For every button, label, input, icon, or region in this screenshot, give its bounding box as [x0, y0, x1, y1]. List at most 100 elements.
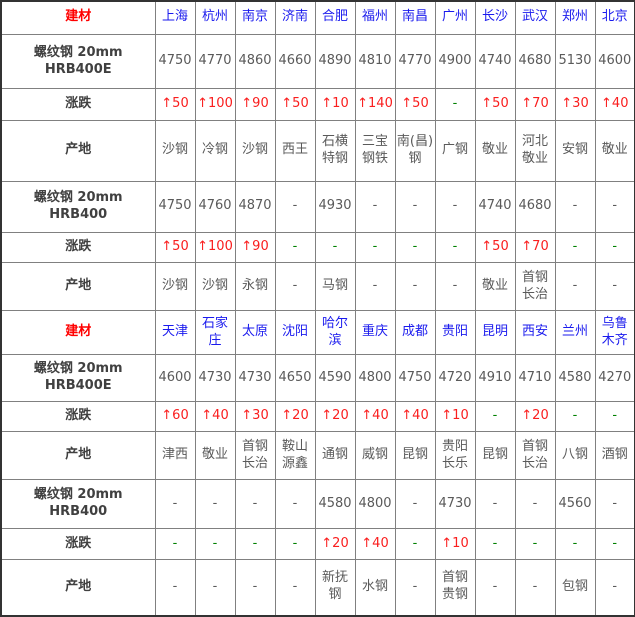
price-value: 4710: [514, 354, 556, 402]
change-value: -: [274, 528, 316, 560]
price-value: 4910: [474, 354, 516, 402]
price-value: 4750: [154, 33, 196, 90]
change-value: ↑50: [394, 88, 436, 121]
origin-value: 敬业: [594, 119, 635, 182]
city-header: 武汉: [514, 0, 556, 35]
change-value: ↑20: [314, 528, 356, 560]
price-value: 5130: [554, 33, 596, 90]
origin-value: 酒钢: [594, 431, 635, 480]
city-header: 长沙: [474, 0, 516, 35]
price-value: 4580: [554, 354, 596, 402]
row-label: 螺纹钢 20mm HRB400E: [0, 354, 156, 402]
change-value: ↑30: [554, 88, 596, 121]
origin-value: -: [274, 558, 316, 617]
price-value: 4600: [594, 33, 635, 90]
price-row: 螺纹钢 20mm HRB400- - - -4580 4800-4730- -4560-: [0, 478, 635, 530]
price-value: -: [594, 478, 635, 530]
origin-value: 威钢: [354, 431, 396, 480]
change-value: ↑100: [194, 232, 236, 264]
city-header: 重庆: [354, 309, 396, 356]
change-value: ↑10: [314, 88, 356, 121]
price-value: 4660: [274, 33, 316, 90]
price-value: -: [354, 180, 396, 234]
origin-value: 首钢长治: [514, 431, 556, 480]
change-value: ↑70: [514, 88, 556, 121]
section-header-row: 建材 上海 杭州 南京 济南 合肥 福州 南昌 广州 长沙 武汉 郑州 北京: [0, 0, 635, 35]
origin-value: 首钢贵钢: [434, 558, 476, 617]
origin-value: 三宝钢铁: [354, 119, 396, 182]
price-row: 螺纹钢 20mm HRB400 4750 4760 4870-4930- - -4740 4…: [0, 180, 635, 234]
row-label: 产地: [0, 431, 156, 480]
origin-value: 沙钢: [194, 262, 236, 311]
price-value: 4870: [234, 180, 276, 234]
origin-value: -: [394, 262, 436, 311]
origin-row: 产地 - - - - 新抚钢 水钢 - 首钢贵钢 - - 包钢 -: [0, 558, 635, 617]
city-header: 杭州: [194, 0, 236, 35]
price-value: -: [594, 180, 635, 234]
price-value: -: [234, 478, 276, 530]
row-label: 产地: [0, 558, 156, 617]
origin-value: -: [394, 558, 436, 617]
origin-value: 马钢: [314, 262, 356, 311]
row-label: 涨跌: [0, 528, 156, 560]
city-header: 南京: [234, 0, 276, 35]
change-value: -: [474, 528, 516, 560]
row-label: 涨跌: [0, 232, 156, 264]
change-value: -: [474, 400, 516, 433]
origin-row: 产地 沙钢 冷钢 沙钢 西王 石横特钢 三宝钢铁 南(昌)钢 广钢 敬业 河北敬业 安钢 敬业: [0, 119, 635, 182]
city-header: 兰州: [554, 309, 596, 356]
price-value: -: [194, 478, 236, 530]
origin-value: -: [474, 558, 516, 617]
city-header: 贵阳: [434, 309, 476, 356]
price-value: 4800: [354, 354, 396, 402]
origin-value: 首钢长治: [514, 262, 556, 311]
city-header: 合肥: [314, 0, 356, 35]
change-value: -: [394, 232, 436, 264]
change-value: ↑50: [154, 88, 196, 121]
origin-value: 敬业: [474, 262, 516, 311]
origin-value: 新抚钢: [314, 558, 356, 617]
row-label: 涨跌: [0, 88, 156, 121]
price-value: 4650: [274, 354, 316, 402]
price-value: 4860: [234, 33, 276, 90]
city-header: 西安: [514, 309, 556, 356]
change-row: 涨跌 ↑50 ↑100 ↑90 ↑50 ↑10 ↑140 ↑50- ↑50 ↑70 ↑30 ↑40: [0, 88, 635, 121]
city-header: 太原: [234, 309, 276, 356]
price-value: -: [434, 180, 476, 234]
city-header: 沈阳: [274, 309, 316, 356]
origin-value: -: [154, 558, 196, 617]
change-row: 涨跌 ↑50 ↑100 ↑90- - - - - ↑50 ↑70- -: [0, 232, 635, 264]
change-value: ↑10: [434, 400, 476, 433]
city-header: 郑州: [554, 0, 596, 35]
change-value: ↑30: [234, 400, 276, 433]
price-value: 4890: [314, 33, 356, 90]
price-value: 4560: [554, 478, 596, 530]
change-value: ↑50: [474, 88, 516, 121]
row-label: 螺纹钢 20mm HRB400: [0, 180, 156, 234]
origin-value: 广钢: [434, 119, 476, 182]
price-value: 4800: [354, 478, 396, 530]
origin-value: 津西: [154, 431, 196, 480]
origin-value: 首钢长治: [234, 431, 276, 480]
origin-value: -: [234, 558, 276, 617]
price-value: 4680: [514, 180, 556, 234]
origin-value: 南(昌)钢: [394, 119, 436, 182]
price-value: -: [514, 478, 556, 530]
change-value: -: [594, 528, 635, 560]
origin-value: -: [594, 262, 635, 311]
price-value: 4680: [514, 33, 556, 90]
price-value: 4900: [434, 33, 476, 90]
origin-value: 敬业: [194, 431, 236, 480]
change-value: -: [434, 232, 476, 264]
city-header: 南昌: [394, 0, 436, 35]
change-value: -: [554, 400, 596, 433]
origin-value: 鞍山源鑫: [274, 431, 316, 480]
price-value: 4720: [434, 354, 476, 402]
city-header: 石家庄: [194, 309, 236, 356]
price-value: -: [274, 478, 316, 530]
section-title: 建材: [0, 0, 156, 35]
change-row: 涨跌 - - - - ↑20 ↑40- ↑10- - - -: [0, 528, 635, 560]
row-label: 涨跌: [0, 400, 156, 433]
